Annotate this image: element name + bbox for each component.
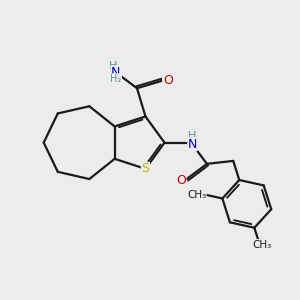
Text: H₂: H₂ (110, 74, 122, 84)
Text: H: H (109, 61, 117, 71)
Text: H: H (188, 131, 197, 141)
Text: S: S (142, 162, 149, 175)
Text: N: N (111, 66, 121, 79)
Text: O: O (163, 74, 172, 87)
Text: O: O (176, 174, 186, 187)
Text: CH₃: CH₃ (187, 190, 206, 200)
Text: CH₃: CH₃ (253, 240, 272, 250)
Text: N: N (188, 138, 197, 151)
